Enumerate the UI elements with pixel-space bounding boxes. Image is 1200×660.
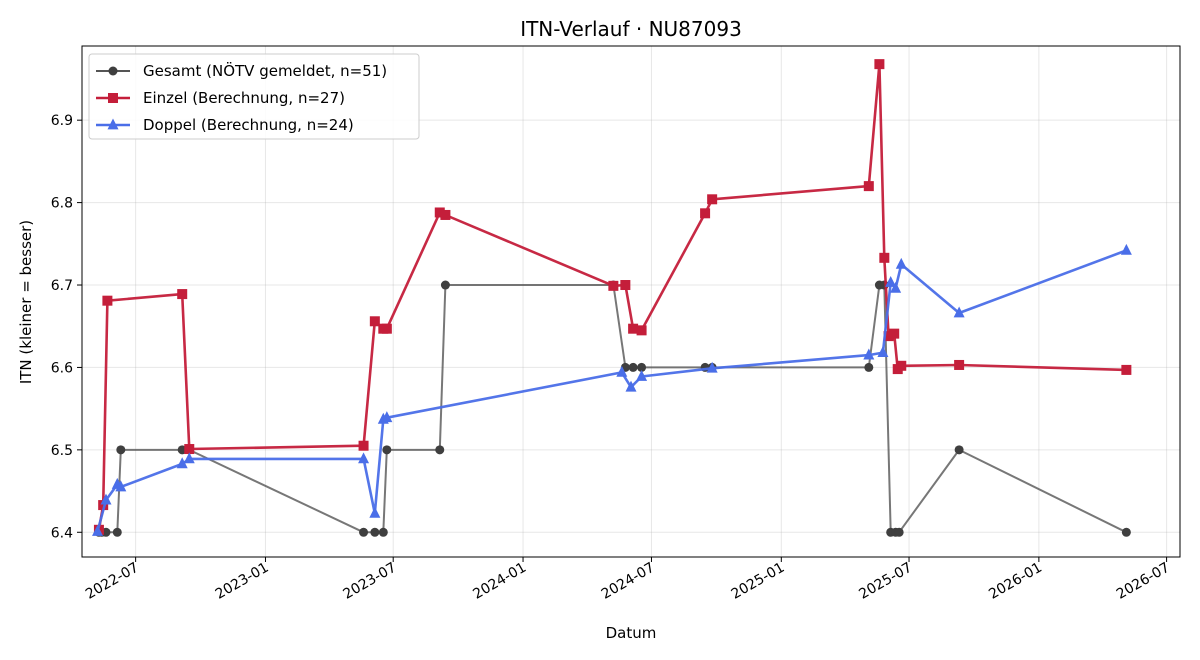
- data-point: [953, 306, 965, 318]
- data-point: [636, 325, 647, 336]
- x-axis-label: Datum: [606, 624, 657, 642]
- y-axis-label: ITN (kleiner = besser): [17, 220, 35, 384]
- y-tick-label: 6.9: [51, 113, 73, 129]
- legend-label: Doppel (Berechnung, n=24): [143, 116, 354, 134]
- x-tick-label: 2024-01: [470, 560, 529, 603]
- data-point: [370, 527, 380, 537]
- data-point: [116, 445, 126, 455]
- data-point: [381, 323, 392, 334]
- x-tick-label: 2024-07: [599, 560, 658, 603]
- data-point: [378, 527, 388, 537]
- series-circle: [94, 280, 1131, 537]
- series-square: [93, 59, 1132, 535]
- x-tick-label: 2025-07: [856, 560, 915, 603]
- legend-label: Einzel (Berechnung, n=27): [143, 89, 345, 107]
- data-point: [112, 527, 122, 537]
- data-point: [885, 275, 897, 287]
- series-line: [96, 249, 1127, 532]
- data-point: [177, 289, 188, 300]
- legend-marker: [108, 66, 118, 76]
- data-point: [98, 500, 109, 511]
- data-point: [863, 348, 875, 360]
- series-triangle: [92, 243, 1132, 536]
- data-point: [440, 280, 450, 290]
- data-point: [879, 252, 890, 263]
- data-point: [896, 360, 907, 371]
- legend-label: Gesamt (NÖTV gemeldet, n=51): [143, 61, 387, 80]
- data-point: [381, 411, 393, 423]
- data-point: [700, 208, 711, 219]
- data-point: [706, 361, 718, 373]
- data-point: [625, 380, 637, 392]
- data-point: [890, 281, 902, 293]
- y-tick-label: 6.7: [51, 278, 73, 294]
- data-point: [889, 328, 900, 339]
- x-tick-label: 2025-01: [729, 560, 788, 603]
- data-point: [359, 527, 369, 537]
- legend-box: [88, 53, 420, 140]
- data-point: [883, 331, 894, 342]
- data-point: [115, 480, 127, 492]
- chart-title: ITN-Verlauf · NU87093: [520, 17, 742, 41]
- data-point: [877, 346, 889, 357]
- x-tick-label: 2023-01: [213, 560, 272, 603]
- data-point: [895, 257, 907, 269]
- data-point: [628, 323, 639, 334]
- data-point: [102, 295, 113, 306]
- data-point: [894, 527, 904, 537]
- data-point: [954, 359, 965, 370]
- y-tick-label: 6.8: [51, 196, 73, 212]
- data-point: [1120, 243, 1132, 255]
- data-point: [358, 440, 369, 451]
- data-point: [183, 452, 195, 464]
- x-tick-label: 2022-07: [83, 560, 142, 603]
- data-point: [435, 445, 445, 455]
- data-point: [1121, 364, 1132, 375]
- data-point: [369, 506, 381, 518]
- legend-marker: [107, 118, 119, 130]
- x-tick-label: 2026-07: [1114, 560, 1173, 603]
- data-point: [184, 444, 195, 455]
- data-point: [864, 362, 874, 372]
- data-point: [100, 493, 112, 505]
- plot-frame: [81, 45, 1181, 558]
- axes: 6.4 6.5 6.6 6.7 6.8 6.9 2022-07 2023-01 2023-07 2…: [51, 113, 1173, 603]
- data-point: [440, 209, 451, 220]
- data-point: [616, 365, 628, 377]
- data-point: [954, 445, 964, 455]
- data-point: [1121, 527, 1131, 537]
- data-point: [382, 445, 392, 455]
- data-point: [358, 452, 370, 464]
- data-point: [176, 457, 188, 469]
- data-point: [628, 362, 638, 372]
- data-point: [434, 207, 445, 218]
- data-point: [608, 280, 619, 291]
- series-line: [98, 284, 1127, 534]
- y-tick-label: 6.6: [51, 360, 73, 376]
- y-tick-label: 6.5: [51, 443, 73, 459]
- x-tick-label: 2026-01: [986, 560, 1045, 603]
- legend: Gesamt (NÖTV gemeldet, n=51) Einzel (Bere…: [88, 53, 420, 140]
- x-tick-label: 2023-07: [341, 560, 400, 603]
- data-point: [874, 59, 885, 70]
- data-point: [707, 194, 718, 205]
- data-point: [637, 362, 647, 372]
- data-point: [369, 316, 380, 327]
- data-point: [620, 280, 631, 291]
- y-tick-label: 6.4: [51, 525, 73, 541]
- legend-marker: [108, 93, 118, 103]
- data-point: [636, 369, 648, 381]
- data-point: [863, 181, 874, 192]
- data-point: [92, 524, 104, 536]
- series-lines: [92, 59, 1132, 537]
